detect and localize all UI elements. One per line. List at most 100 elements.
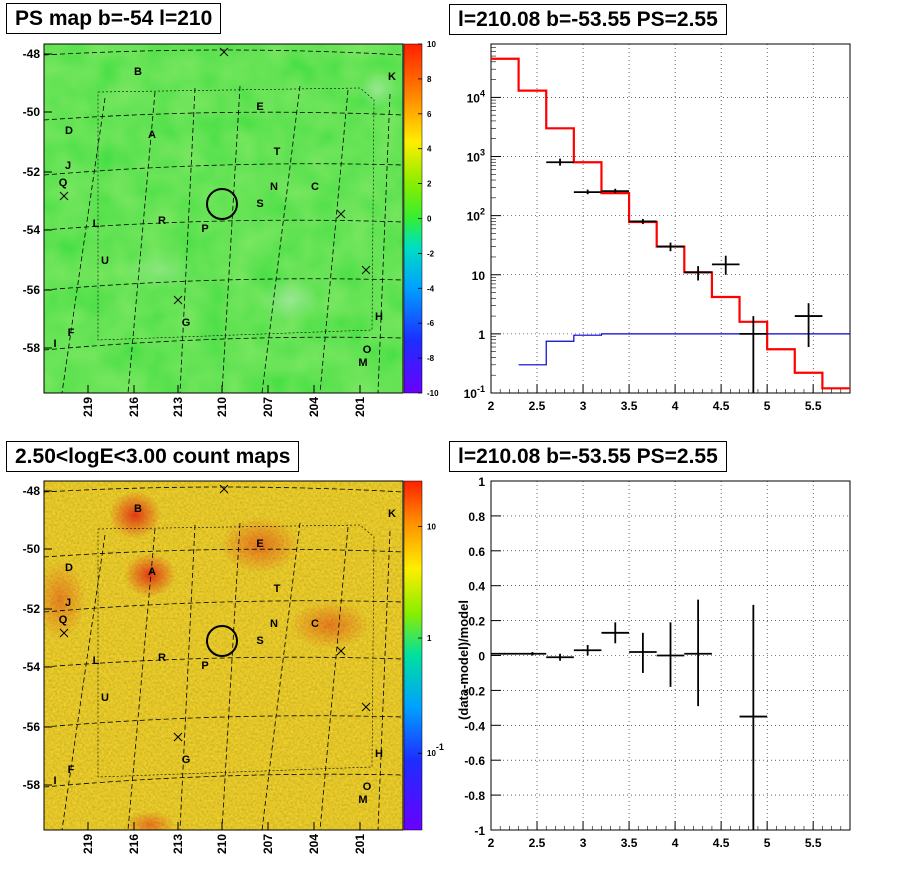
ps-map-x-tick-label: 216 [127, 397, 141, 417]
spectrum-x-tick-label: 5.5 [805, 399, 822, 413]
ps-map-cross-marker [336, 209, 346, 219]
ps-map-title: PS map b=-54 l=210 [6, 3, 222, 34]
ps-map-x-tick-label: 210 [215, 397, 229, 417]
ps-map-colorbar-tick-label: -10 [427, 389, 439, 398]
count-map-colorbar [403, 480, 423, 831]
residual-data-point [739, 604, 768, 830]
count-map-cross-marker [361, 702, 371, 712]
ps-map-meridian [179, 87, 196, 393]
ps-map-parallel [44, 49, 403, 56]
count-map-y-tick-label: -58 [23, 778, 41, 792]
residual-data-point [491, 652, 519, 655]
count-map-source-label: J [65, 597, 71, 609]
ps-map-x-tick-label: 207 [261, 397, 275, 417]
ps-map-x-tick-label: 204 [307, 397, 321, 417]
count-map-source-label: K [388, 508, 396, 520]
ps-map-source-label: O [363, 344, 372, 356]
residual-y-tick-label: 0.2 [468, 615, 485, 629]
ps-map-colorbar-tick-label: 2 [427, 180, 432, 189]
count-map-source-label: P [201, 660, 208, 672]
ps-map-meridian [377, 93, 391, 393]
residual-data-point [601, 622, 630, 644]
spectrum-series [491, 57, 850, 393]
count-map-y-tick-label: -54 [23, 660, 41, 674]
ps-map-source-label: F [68, 327, 75, 339]
ps-map-source-label: Q [59, 177, 68, 189]
spectrum-data-point [684, 266, 712, 281]
count-map-plot: B K E D A T JQ N C S L R P U G H FI OM -48 -50 -52 -54 -56 -58… [23, 480, 444, 854]
residual-series [491, 599, 768, 830]
spectrum-data-point [601, 188, 630, 194]
spectrum-x-tick-label: 2 [488, 399, 495, 413]
count-map-source-label: S [256, 635, 263, 647]
count-map-parallel [44, 715, 403, 728]
count-map-source-label: B [134, 503, 142, 515]
count-map-title: 2.50<logE<3.00 count maps [6, 441, 300, 472]
spectrum-y-tick-label: 102 [467, 207, 485, 224]
ps-map-meridian [261, 85, 301, 393]
residual-y-tick-label: -1 [474, 824, 485, 838]
count-map-x-tick-label: 204 [307, 834, 321, 854]
count-map-source-labels: B K E D A T JQ N C S L R P U G H FI OM [53, 503, 396, 806]
count-map-meridian [261, 522, 301, 830]
count-map-source-label: E [256, 538, 263, 550]
ps-map-colorbar-tick-label: -6 [427, 319, 435, 328]
ps-map-source-label: U [101, 255, 109, 267]
spectrum-x-tick-label: 3.5 [621, 399, 638, 413]
ps-map-bright-patch [125, 250, 195, 290]
count-map-parallel [44, 548, 403, 558]
count-map-y-tick-label: -50 [23, 542, 41, 556]
ps-map-source-label: A [148, 129, 156, 141]
spectrum-data-point [739, 316, 768, 393]
residual-title: l=210.08 b=-53.55 PS=2.55 [449, 441, 727, 472]
count-map-source-label: O [363, 781, 372, 793]
ps-map-cross-marker [219, 47, 229, 57]
count-map-source-label: F [68, 764, 75, 776]
residual-y-tick-label: 0 [478, 650, 485, 664]
ps-map-source-label: L [93, 218, 100, 230]
spectrum-x-tick-label: 3 [580, 399, 587, 413]
ps-map-y-tick-label: -58 [23, 341, 41, 355]
count-map-x-tick-label: 201 [353, 834, 367, 854]
ps-map-bright-patch [358, 72, 398, 108]
count-map-survey-boundary [97, 524, 375, 778]
spectrum-y-tick-label: 104 [467, 88, 485, 105]
spectrum-data-point [656, 242, 685, 252]
residual-data-point [518, 652, 547, 656]
spectrum-x-tick-label: 4 [672, 399, 679, 413]
spectrum-y-tick-label: 103 [467, 148, 485, 165]
ps-map-parallel [44, 163, 403, 176]
ps-map-coordinate-grid [44, 47, 403, 393]
count-map-hot-spot [220, 517, 300, 573]
ps-map-x-tick-label: 201 [353, 397, 367, 417]
count-map-meridian [377, 530, 391, 830]
ps-map-meridian [127, 91, 156, 393]
ps-map-source-label: J [65, 160, 71, 172]
residual-x-tick-label: 5 [764, 836, 771, 850]
count-map-meridian [221, 522, 241, 830]
ps-map-y-tick-label: -54 [23, 223, 41, 237]
count-map-colorbar-tick-label: 10-1 [427, 742, 444, 758]
residual-data-point [546, 653, 574, 661]
count-map-source-label: M [358, 794, 367, 806]
count-map-y-tick-label: -52 [23, 602, 41, 616]
count-map-hot-spot [124, 553, 176, 597]
count-map-x-tick-label: 213 [171, 834, 185, 854]
spectrum-y-tick-label: 1 [478, 328, 485, 342]
count-map-source-label: Q [59, 614, 68, 626]
ps-map-source-label: G [182, 317, 191, 329]
count-map-source-label: R [158, 652, 166, 664]
count-map-coordinate-grid [44, 484, 403, 830]
ps-map-source-label: I [53, 338, 56, 350]
spectrum-background-step-line [518, 333, 850, 366]
count-map-meridian [319, 526, 349, 830]
ps-map-y-tick-label: -56 [23, 283, 41, 297]
spectrum-x-tick-label: 5 [764, 399, 771, 413]
ps-map-cross-marker [59, 191, 69, 201]
count-map-source-label: G [182, 754, 191, 766]
ps-map-survey-boundary [97, 87, 375, 341]
ps-map-cross-marker [173, 295, 183, 305]
count-map-source-label: L [93, 655, 100, 667]
ps-map-colorbar-tick-label: -2 [427, 249, 435, 258]
